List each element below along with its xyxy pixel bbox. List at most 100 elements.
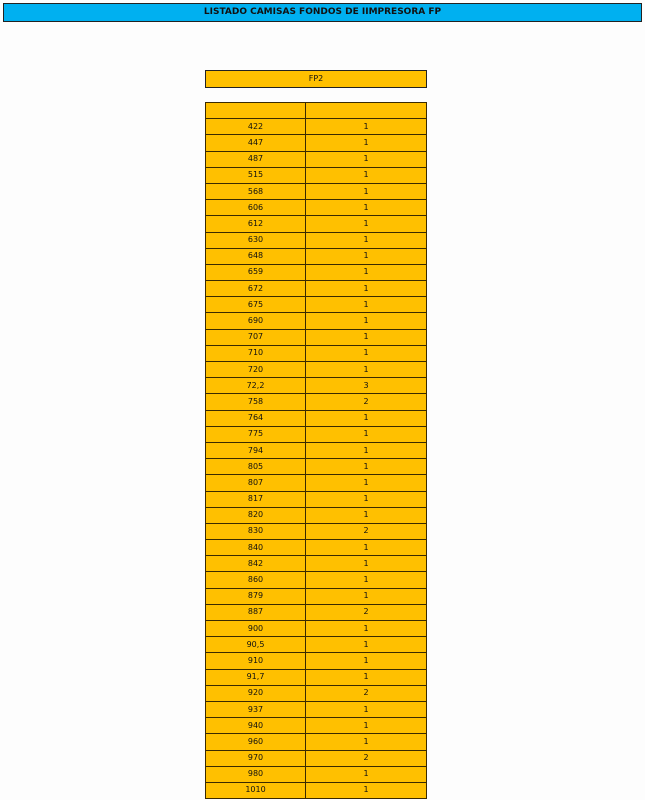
size-cell: 840: [205, 539, 306, 557]
size-cell: 720: [205, 360, 306, 379]
quantity-cell: 1: [305, 700, 427, 719]
table-row: 630 1: [205, 231, 427, 249]
size-cell: 820: [205, 506, 306, 524]
quantity-cell: 1: [305, 636, 427, 654]
table-row: 487 1: [205, 150, 427, 168]
table-row: 710 1: [205, 344, 427, 363]
quantity-cell: 1: [305, 506, 427, 524]
table-row: 940 1: [205, 717, 427, 735]
quantity-cell: 1: [305, 441, 427, 460]
table-row: 887 2: [205, 603, 427, 622]
table-row: 447 1: [205, 134, 427, 152]
table-row: 937 1: [205, 700, 427, 719]
quantity-cell: 1: [305, 668, 427, 686]
page-title: LISTADO CAMISAS FONDOS DE IIMPRESORA FP: [3, 3, 642, 22]
table-row: 672 1: [205, 280, 427, 298]
table-row: 879 1: [205, 587, 427, 605]
table-row: 980 1: [205, 765, 427, 783]
table-row: 807 1: [205, 474, 427, 492]
quantity-cell: 3: [305, 377, 427, 395]
table-row: 830 2: [205, 522, 427, 541]
quantity-cell: 2: [305, 684, 427, 702]
quantity-cell: 1: [305, 215, 427, 233]
table-row: 648 1: [205, 247, 427, 265]
quantity-cell: 2: [305, 749, 427, 767]
size-cell: 422: [205, 118, 306, 136]
size-cell: 72,2: [205, 377, 306, 395]
size-cell: 606: [205, 199, 306, 217]
quantity-cell: 1: [305, 490, 427, 508]
table-row: 970 2: [205, 749, 427, 767]
quantity-cell: 2: [305, 603, 427, 622]
table-row: 690 1: [205, 312, 427, 330]
size-cell: 1010: [205, 781, 306, 800]
size-cell: 90,5: [205, 636, 306, 654]
size-cell: 920: [205, 684, 306, 702]
quantity-cell: 1: [305, 571, 427, 589]
quantity-cell: 1: [305, 781, 427, 800]
size-cell: 830: [205, 522, 306, 541]
table-row: 764 1: [205, 409, 427, 427]
quantity-cell: 1: [305, 280, 427, 298]
table-row: 606 1: [205, 199, 427, 217]
size-cell: 807: [205, 474, 306, 492]
data-table: 422 1 447 1 487 1 515 1 568 1 606 1 612 1 630 1 648 1 659 1…: [205, 101, 427, 800]
table-row: 72,2 3: [205, 377, 427, 395]
quantity-cell: 1: [305, 733, 427, 751]
section-header: FP2: [205, 70, 427, 88]
table-row: 91,7 1: [205, 668, 427, 686]
quantity-cell: 1: [305, 555, 427, 573]
quantity-cell: 1: [305, 717, 427, 735]
quantity-cell: 1: [305, 199, 427, 217]
size-cell: 648: [205, 247, 306, 265]
table-row: 612 1: [205, 215, 427, 233]
table-row: 910 1: [205, 652, 427, 670]
header-cell: [305, 101, 427, 120]
size-cell: 879: [205, 587, 306, 605]
table-row: 422 1: [205, 118, 427, 136]
quantity-cell: 1: [305, 765, 427, 783]
table-row: 817 1: [205, 490, 427, 508]
quantity-cell: 1: [305, 539, 427, 557]
size-cell: 710: [205, 344, 306, 363]
header-cell: [205, 101, 306, 120]
table-row: 659 1: [205, 263, 427, 282]
table-row: 707 1: [205, 328, 427, 346]
quantity-cell: 2: [305, 393, 427, 411]
size-cell: 980: [205, 765, 306, 783]
size-cell: 960: [205, 733, 306, 751]
size-cell: 937: [205, 700, 306, 719]
table-row: 90,5 1: [205, 636, 427, 654]
quantity-cell: 1: [305, 150, 427, 168]
table-row: 720 1: [205, 360, 427, 379]
table-row: 1010 1: [205, 781, 427, 800]
size-cell: 817: [205, 490, 306, 508]
table-row: 794 1: [205, 441, 427, 460]
size-cell: 659: [205, 263, 306, 282]
size-cell: 672: [205, 280, 306, 298]
quantity-cell: 1: [305, 425, 427, 443]
quantity-cell: 1: [305, 328, 427, 346]
quantity-cell: 1: [305, 296, 427, 314]
table-row: 920 2: [205, 684, 427, 702]
table-row: 775 1: [205, 425, 427, 443]
table-row: 568 1: [205, 182, 427, 201]
size-cell: 970: [205, 749, 306, 767]
quantity-cell: 1: [305, 312, 427, 330]
size-cell: 758: [205, 393, 306, 411]
table-row: 860 1: [205, 571, 427, 589]
size-cell: 794: [205, 441, 306, 460]
table-row: 842 1: [205, 555, 427, 573]
quantity-cell: 1: [305, 344, 427, 363]
table-header-row: [205, 101, 427, 120]
quantity-cell: 1: [305, 360, 427, 379]
size-cell: 775: [205, 425, 306, 443]
size-cell: 568: [205, 182, 306, 201]
quantity-cell: 1: [305, 231, 427, 249]
size-cell: 612: [205, 215, 306, 233]
quantity-cell: 1: [305, 182, 427, 201]
size-cell: 764: [205, 409, 306, 427]
size-cell: 487: [205, 150, 306, 168]
size-cell: 91,7: [205, 668, 306, 686]
table-row: 840 1: [205, 539, 427, 557]
